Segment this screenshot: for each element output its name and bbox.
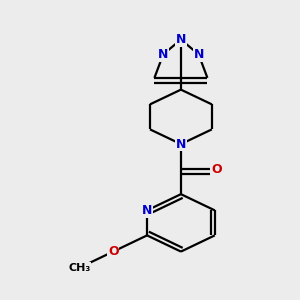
Text: N: N [176, 33, 186, 46]
Text: N: N [176, 138, 186, 151]
Text: N: N [194, 48, 204, 61]
Text: N: N [158, 48, 168, 61]
Text: O: O [211, 163, 222, 176]
Text: N: N [142, 204, 152, 217]
Text: O: O [108, 245, 119, 258]
Text: CH₃: CH₃ [68, 263, 91, 273]
